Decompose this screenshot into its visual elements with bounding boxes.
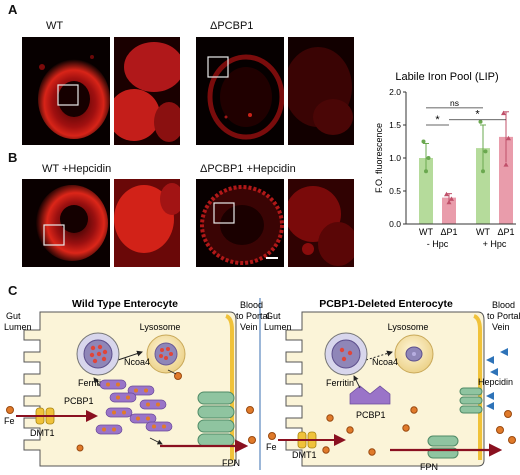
data-point	[478, 119, 483, 124]
ko-blood-2: to Portal	[487, 311, 520, 321]
chart-title: Labile Iron Pool (LIP)	[395, 71, 498, 83]
y-tick-label: 0.0	[389, 219, 401, 229]
micrograph-label-wt-hepcidin: WT +Hepcidin	[42, 163, 112, 175]
y-tick-label: 0.5	[389, 186, 401, 196]
bar	[442, 197, 456, 224]
y-tick-label: 1.0	[389, 153, 401, 163]
group-label: + Hpc	[483, 239, 507, 249]
zoom-box	[207, 56, 229, 78]
micrograph-dpcbp1-zoom	[288, 37, 354, 145]
wt-lysosome-label: Lysosome	[140, 322, 181, 332]
category-label: ΔP1	[497, 227, 514, 237]
category-label: WT	[419, 227, 433, 237]
data-point	[446, 199, 452, 205]
wt-pcbp1-cluster	[95, 379, 173, 435]
significance-label: *	[435, 114, 440, 126]
ko-pcbp1-label: PCBP1	[356, 410, 386, 420]
wt-pcbp1-label: PCBP1	[64, 396, 94, 406]
chart-ylabel: F.O. fluorescence	[374, 123, 384, 193]
bar	[419, 158, 433, 224]
category-label: ΔP1	[440, 227, 457, 237]
ko-enterocyte: PCBP1-Deleted Enterocyte Gut Lumen Blood…	[264, 298, 520, 472]
zoom-box	[57, 84, 79, 106]
ko-ncoa4-label: Ncoa4	[372, 357, 398, 367]
wt-fpn-label: FPN	[222, 458, 240, 468]
data-point	[503, 162, 509, 167]
micrograph-wt	[22, 37, 110, 145]
enterocyte-diagram: Wild Type Enterocyte Gut Lumen Blood to …	[4, 298, 520, 472]
micrograph-dpcbp1-hepcidin-zoom	[288, 179, 354, 267]
ko-gut-lumen-2: Lumen	[264, 322, 292, 332]
wt-blood-1: Blood	[240, 300, 263, 310]
panel-letter-c: C	[8, 283, 18, 298]
wt-blood-3: Vein	[240, 322, 258, 332]
panel-letter-a: A	[8, 2, 18, 17]
y-tick-label: 2.0	[389, 87, 401, 97]
micrograph-wt-hepcidin-zoom	[114, 179, 180, 267]
bar	[476, 148, 490, 224]
micrograph-label-wt: WT	[46, 20, 64, 32]
wt-blood-2: to Portal	[236, 311, 270, 321]
data-point	[449, 196, 454, 201]
data-point	[506, 135, 511, 141]
ko-hepcidin	[486, 348, 508, 410]
ko-blood-1: Blood	[492, 300, 515, 310]
wt-ferritin-label: Ferritin	[78, 378, 106, 388]
ko-fpn-label: FPN	[420, 462, 438, 472]
data-point	[501, 110, 506, 116]
y-tick-label: 1.5	[389, 120, 401, 130]
ko-fe-label: Fe	[266, 442, 277, 452]
micrograph-dpcbp1	[196, 37, 284, 145]
wt-gut-lumen-1: Gut	[6, 311, 21, 321]
micrograph-label-dpcbp1-hepcidin: ΔPCBP1 +Hepcidin	[200, 163, 296, 175]
wt-gut-lumen-2: Lumen	[4, 322, 32, 332]
significance-label: *	[475, 109, 480, 121]
category-label: WT	[476, 227, 490, 237]
ko-title: PCBP1-Deleted Enterocyte	[319, 298, 453, 310]
wt-ncoa4-label: Ncoa4	[124, 357, 150, 367]
wt-fe-label: Fe	[4, 416, 15, 426]
ko-hepcidin-label: Hepcidin	[478, 377, 513, 387]
group-label: - Hpc	[427, 239, 449, 249]
lip-bar-chart: Labile Iron Pool (LIP) F.O. fluorescence…	[374, 71, 516, 249]
significance-label: ns	[450, 98, 459, 108]
data-point	[426, 156, 431, 160]
data-point	[424, 169, 428, 174]
data-point	[483, 149, 488, 154]
micrograph-dpcbp1-hepcidin	[196, 179, 284, 267]
data-point	[481, 169, 485, 174]
panel-letter-b: B	[8, 150, 18, 165]
micrograph-label-dpcbp1: ΔPCBP1	[210, 20, 254, 32]
wt-dmt1-label: DMT1	[30, 428, 55, 438]
ko-ferritin-label: Ferritin	[326, 378, 354, 388]
data-point	[444, 191, 449, 197]
bar	[499, 136, 513, 224]
wt-enterocyte: Wild Type Enterocyte Gut Lumen Blood to …	[4, 298, 270, 468]
ko-lysosome-label: Lysosome	[388, 322, 429, 332]
scale-bar	[266, 257, 278, 259]
data-point	[421, 139, 426, 144]
zoom-box	[43, 224, 65, 246]
micrograph-wt-zoom	[114, 37, 180, 145]
micrograph-wt-hepcidin	[22, 179, 110, 267]
ko-blood-3: Vein	[492, 322, 510, 332]
ko-dmt1-label: DMT1	[292, 450, 317, 460]
ko-pcbp1	[349, 385, 391, 405]
zoom-box	[213, 202, 235, 224]
ko-gut-lumen-1: Gut	[266, 311, 281, 321]
wt-title: Wild Type Enterocyte	[72, 298, 178, 310]
